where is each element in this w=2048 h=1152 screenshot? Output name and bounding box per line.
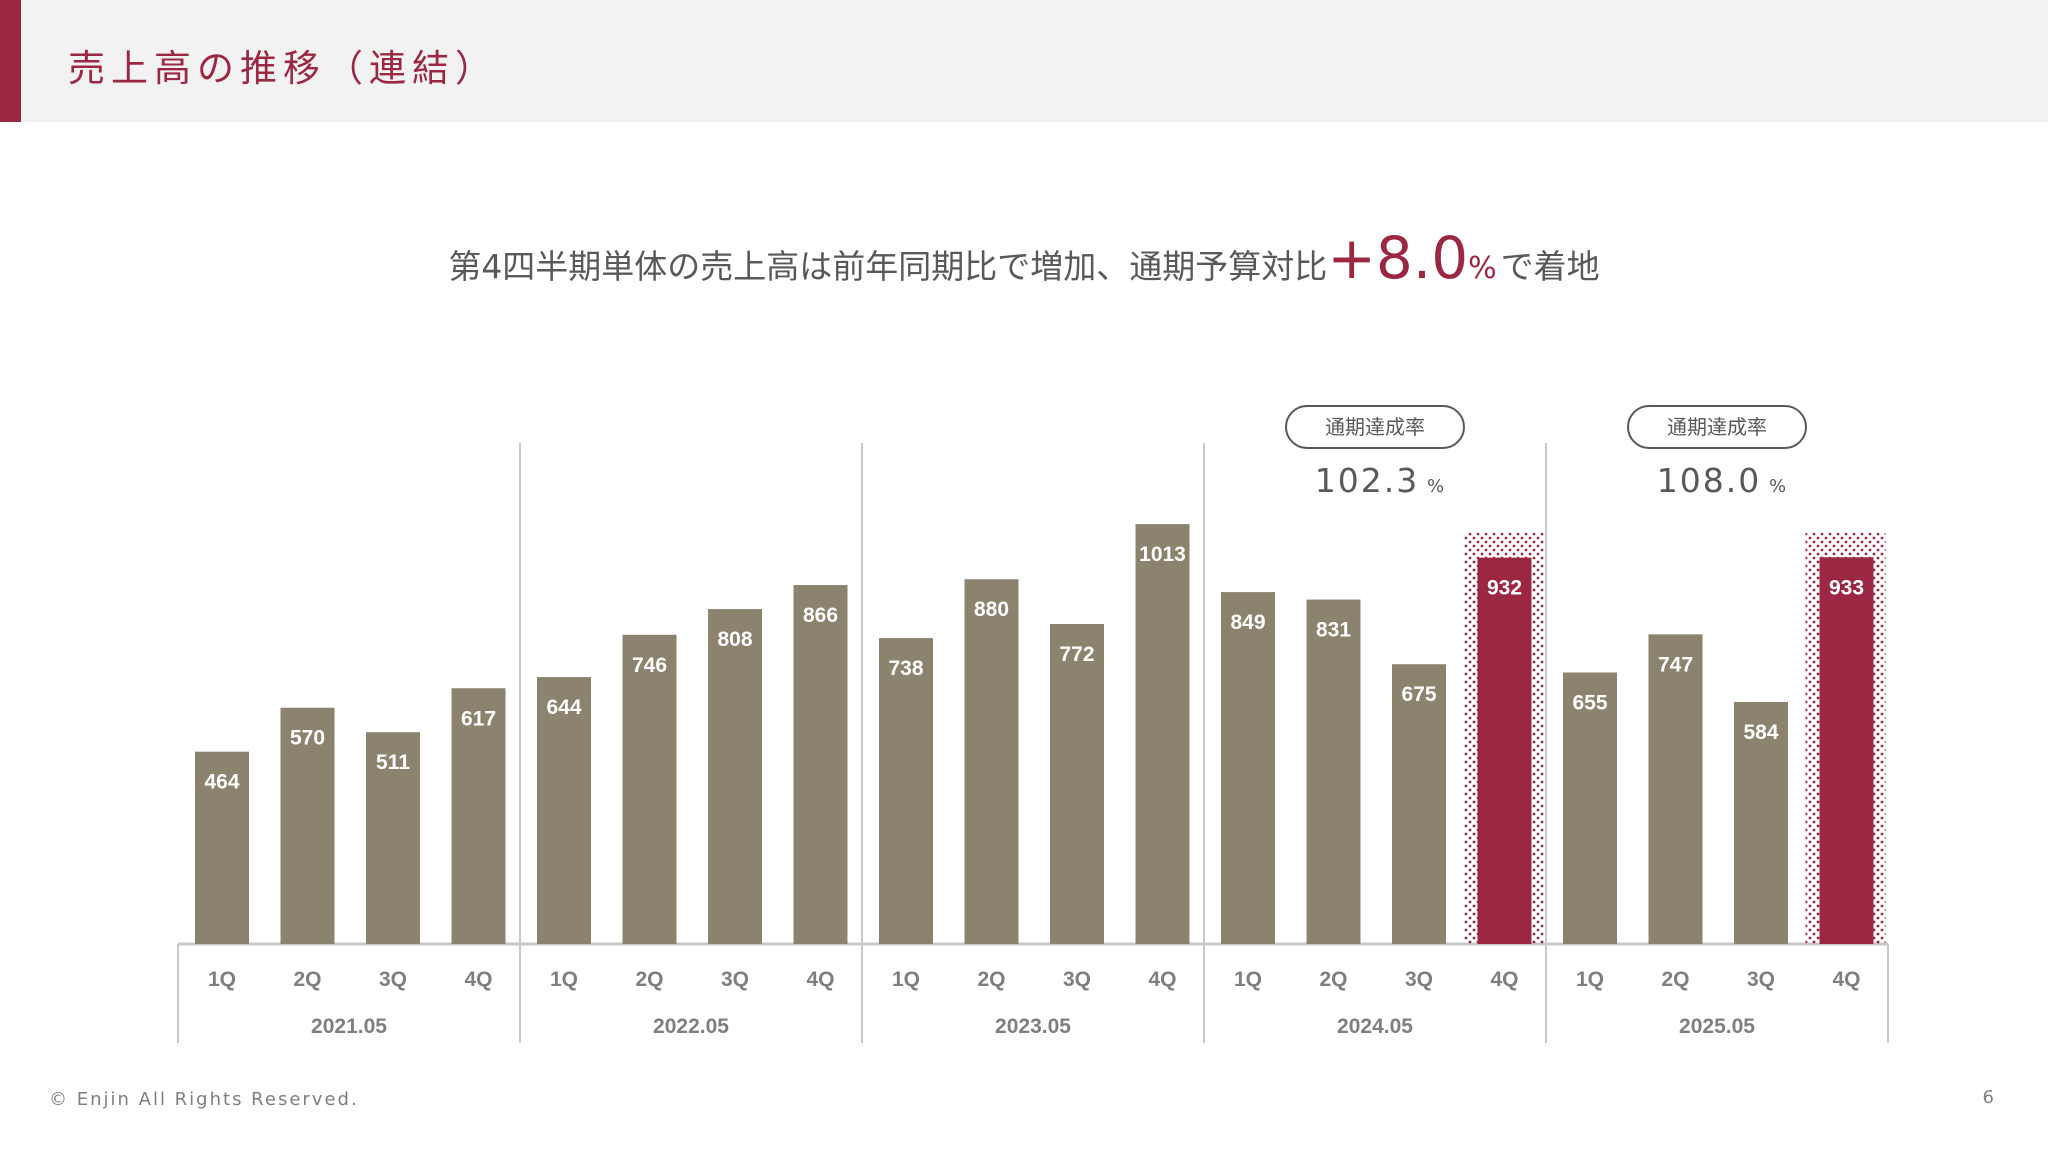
quarter-tick-label: 4Q (464, 968, 492, 991)
bar-value-label: 617 (461, 707, 496, 730)
bar (622, 634, 677, 944)
bar (1734, 701, 1788, 944)
bar-value-label: 866 (803, 604, 838, 627)
bar (537, 677, 591, 944)
achievement-value: 108.0 (1657, 461, 1761, 500)
headline-suffix: で着地 (1500, 247, 1600, 286)
headline: 第4四半期単体の売上高は前年同期比で増加、通期予算対比+8.0% で着地 (0, 224, 2048, 292)
quarter-tick-label: 4Q (1832, 968, 1860, 991)
quarter-tick-label: 3Q (1747, 968, 1775, 991)
bar-value-label: 808 (717, 628, 752, 651)
bar (1306, 599, 1361, 944)
bar-value-label: 746 (632, 654, 667, 677)
bar-value-label: 584 (1743, 721, 1778, 744)
quarter-tick-label: 2Q (635, 968, 663, 991)
quarter-tick-label: 2Q (977, 968, 1005, 991)
bar (793, 585, 848, 944)
bar (1050, 624, 1104, 944)
bar-value-label: 644 (546, 696, 581, 719)
bar-value-label: 655 (1572, 692, 1607, 715)
quarter-tick-label: 1Q (208, 968, 236, 991)
bar-value-label: 570 (290, 727, 325, 750)
bar (1648, 634, 1703, 944)
bar (1135, 524, 1190, 944)
achievement-value: 102.3 (1315, 461, 1419, 500)
bar (708, 609, 762, 944)
bar (451, 688, 506, 944)
achievement-label: 通期達成率 (1325, 415, 1425, 439)
bar (366, 732, 420, 944)
quarter-tick-label: 2Q (293, 968, 321, 991)
bar-value-label: 747 (1658, 653, 1693, 676)
bar-value-label: 880 (974, 598, 1009, 621)
bar-value-label: 675 (1401, 683, 1436, 706)
achievement-pill (1627, 405, 1807, 449)
bar-value-label: 831 (1316, 619, 1351, 642)
quarter-tick-label: 4Q (806, 968, 834, 991)
page-title: 売上高の推移（連結） (68, 47, 498, 90)
achievement-pill (1285, 405, 1465, 449)
headline-unit: % (1468, 251, 1497, 286)
quarter-tick-label: 2Q (1661, 968, 1689, 991)
quarter-tick-label: 3Q (379, 968, 407, 991)
bar (1221, 592, 1275, 944)
quarter-tick-label: 3Q (721, 968, 749, 991)
achievement-unit: % (1427, 476, 1444, 497)
header-accent (0, 0, 21, 122)
quarter-tick-label: 1Q (892, 968, 920, 991)
fiscal-year-label: 2021.05 (311, 1015, 387, 1038)
bar-value-label: 511 (376, 751, 410, 774)
page-number: 6 (1982, 1087, 1994, 1108)
quarter-tick-label: 3Q (1405, 968, 1433, 991)
bar (1392, 664, 1446, 944)
quarter-tick-label: 1Q (1576, 968, 1604, 991)
bar (964, 579, 1019, 944)
bar-value-label: 464 (204, 771, 239, 794)
headline-value: +8.0 (1327, 224, 1469, 292)
bar-value-label: 849 (1230, 611, 1265, 634)
quarter-tick-label: 4Q (1148, 968, 1176, 991)
quarter-tick-label: 2Q (1319, 968, 1347, 991)
bar (195, 751, 249, 944)
fiscal-year-label: 2025.05 (1679, 1015, 1755, 1038)
fiscal-year-label: 2024.05 (1337, 1015, 1413, 1038)
achievement-label: 通期達成率 (1667, 415, 1767, 439)
achievement-unit: % (1769, 476, 1786, 497)
quarter-tick-label: 1Q (1234, 968, 1262, 991)
bar (1819, 557, 1874, 944)
fiscal-year-label: 2022.05 (653, 1015, 729, 1038)
bar-value-label: 933 (1829, 576, 1864, 599)
bar-value-label: 932 (1487, 577, 1522, 600)
bar-value-label: 1013 (1139, 543, 1186, 566)
quarter-tick-label: 4Q (1490, 968, 1518, 991)
bar (1563, 672, 1617, 944)
bar-value-label: 738 (888, 657, 923, 680)
header-bar (0, 0, 2048, 122)
bar-value-label: 772 (1059, 643, 1094, 666)
copyright: © Enjin All Rights Reserved. (49, 1089, 359, 1110)
quarter-tick-label: 1Q (550, 968, 578, 991)
bar (280, 707, 335, 944)
quarter-tick-label: 3Q (1063, 968, 1091, 991)
headline-text: 第4四半期単体の売上高は前年同期比で増加、通期予算対比 (448, 247, 1328, 286)
fiscal-year-label: 2023.05 (995, 1015, 1071, 1038)
bar (1477, 557, 1532, 944)
bar (879, 638, 933, 944)
